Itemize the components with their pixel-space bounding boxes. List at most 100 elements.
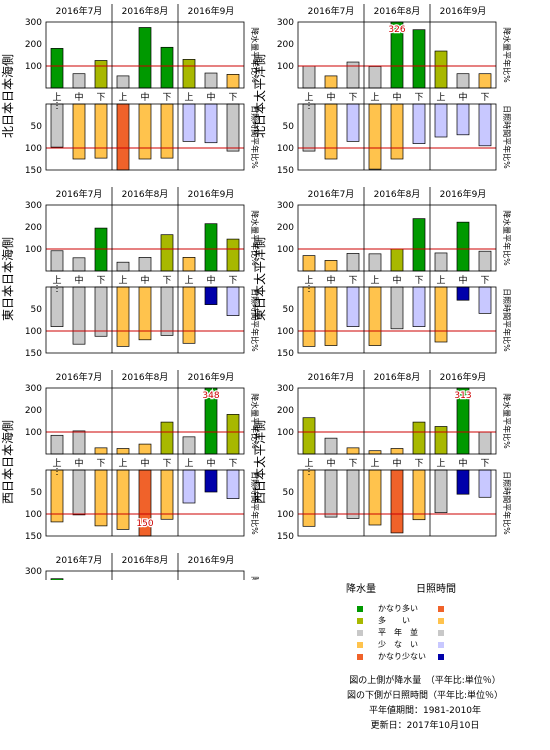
sun-bar [434, 469, 448, 514]
charts-svg: 2016年7月 2016年8月 2016年9月30020010050100150上中… [0, 4, 512, 580]
chart-panel: 2016年7月 2016年8月 2016年9月 300 200 100 50 100 150 上 中… [252, 187, 512, 359]
precip-tick-label: 100 [277, 428, 294, 438]
month-label: 2016年8月 [122, 371, 169, 383]
precip-frame [297, 21, 497, 89]
sun-bar [226, 103, 240, 152]
legend-precip-swatch [357, 630, 363, 636]
legend-label: 多 い [378, 616, 410, 625]
month-label: 2016年8月 [122, 5, 169, 17]
dekad-label: 上 [436, 458, 445, 469]
dekad-label: 中 [458, 457, 467, 469]
precip-tick-label: 200 [277, 406, 294, 416]
month-label: 2016年9月 [440, 5, 487, 17]
precip-bar [160, 46, 174, 89]
precip-axis-label: 降水量平年比% [250, 27, 260, 83]
precip-bar [160, 421, 174, 455]
sun-bar [324, 469, 338, 518]
precip-bar [116, 448, 130, 455]
sun-bar [456, 103, 470, 136]
sun-tick-label: 150 [277, 166, 294, 176]
dekad-label: 上 [436, 92, 445, 103]
chart-panel: 2016年7月 2016年8月 2016年9月 300 200 100 50 100 150 上 中… [0, 4, 260, 176]
precip-bar [50, 250, 64, 272]
region-label: 西日本太平洋側 [252, 420, 267, 504]
sun-bar [456, 469, 470, 495]
sun-bar [368, 469, 382, 526]
sun-bar [72, 469, 86, 516]
precip-bar [478, 431, 492, 455]
sun-tick-label: 150 [277, 532, 294, 542]
sun-bar [302, 103, 316, 152]
precip-bar [434, 252, 448, 272]
sun-bar [412, 286, 426, 327]
sun-bar [226, 286, 240, 316]
sun-bar [368, 103, 382, 170]
chart-panel: 2016年7月 2016年8月 2016年9月 300 200 100 50 100 150 上 中… [0, 187, 260, 359]
month-label: 2016年8月 [374, 188, 421, 200]
sun-bar [434, 103, 448, 138]
precip-bar [302, 65, 316, 89]
precip-axis-label: 降水量平年比% [250, 393, 260, 449]
sun-bar [72, 103, 86, 160]
sun-bar [412, 103, 426, 144]
legend-sun-title: 日照時間 [416, 584, 456, 595]
precip-bar [50, 578, 64, 580]
precip-value-label: 348 [202, 391, 219, 401]
precip-bar [390, 448, 404, 455]
sun-axis-label: 日照時間平年比% [502, 105, 512, 169]
sun-tick-label: 100 [277, 144, 294, 154]
precip-tick-label: 200 [277, 223, 294, 233]
sun-bar [116, 286, 130, 347]
month-label: 2016年8月 [374, 5, 421, 17]
legend-row: 平 年 並 [310, 627, 540, 639]
dekad-label: 上 [52, 92, 61, 103]
dekad-label: 中 [326, 91, 335, 103]
dekad-label: 上 [436, 275, 445, 286]
sun-tick-label: 50 [283, 488, 295, 498]
precip-bar [182, 59, 196, 89]
sun-bar [182, 469, 196, 504]
dekad-label: 中 [206, 457, 215, 469]
dekad-label: 上 [304, 92, 313, 103]
dekad-label: 下 [162, 459, 171, 469]
month-label: 2016年7月 [308, 371, 355, 383]
legend-note-precip: 図の上側が降水量 （平年比:単位％） [349, 676, 501, 686]
dekad-label: 上 [370, 92, 379, 103]
precip-tick-label: 300 [25, 567, 42, 577]
month-label: 2016年8月 [122, 188, 169, 200]
legend-precip-title: 降水量 [346, 584, 376, 595]
month-label: 2016年7月 [56, 371, 103, 383]
precip-bar [478, 73, 492, 89]
dekad-label: 下 [162, 93, 171, 103]
precip-bar [226, 414, 240, 455]
legend: 降水量 日照時間 かなり多い多 い平 年 並少 な いかなり少ない 図の上側が降… [310, 580, 540, 750]
sun-bar [94, 469, 108, 527]
sun-tick-label: 150 [25, 349, 42, 359]
precip-tick-label: 300 [277, 384, 294, 394]
sun-tick-label: 100 [25, 327, 42, 337]
precip-bar [226, 74, 240, 89]
sun-frame [297, 286, 497, 354]
sun-bar [94, 286, 108, 337]
legend-note-updated: 更新日：2017年10月10日 [370, 721, 480, 731]
sun-frame [297, 103, 497, 171]
precip-bar [412, 421, 426, 455]
precip-bar [182, 257, 196, 272]
precip-bar [324, 260, 338, 272]
precip-bar [72, 73, 86, 89]
sun-tick-label: 150 [25, 166, 42, 176]
precip-bar [138, 257, 152, 272]
sun-bar [204, 469, 218, 493]
month-label: 2016年9月 [188, 554, 235, 566]
precip-frame [45, 387, 245, 455]
sun-bar [434, 286, 448, 343]
month-label: 2016年8月 [122, 554, 169, 566]
dekad-label: 上 [118, 458, 127, 469]
sun-value-label: 150 [136, 519, 153, 529]
legend-row: かなり多い [310, 603, 540, 615]
dekad-label: 中 [74, 457, 83, 469]
dekad-label: 中 [74, 91, 83, 103]
dekad-label: 上 [184, 458, 193, 469]
dekad-label: 下 [414, 276, 423, 286]
precip-bar [456, 73, 470, 89]
